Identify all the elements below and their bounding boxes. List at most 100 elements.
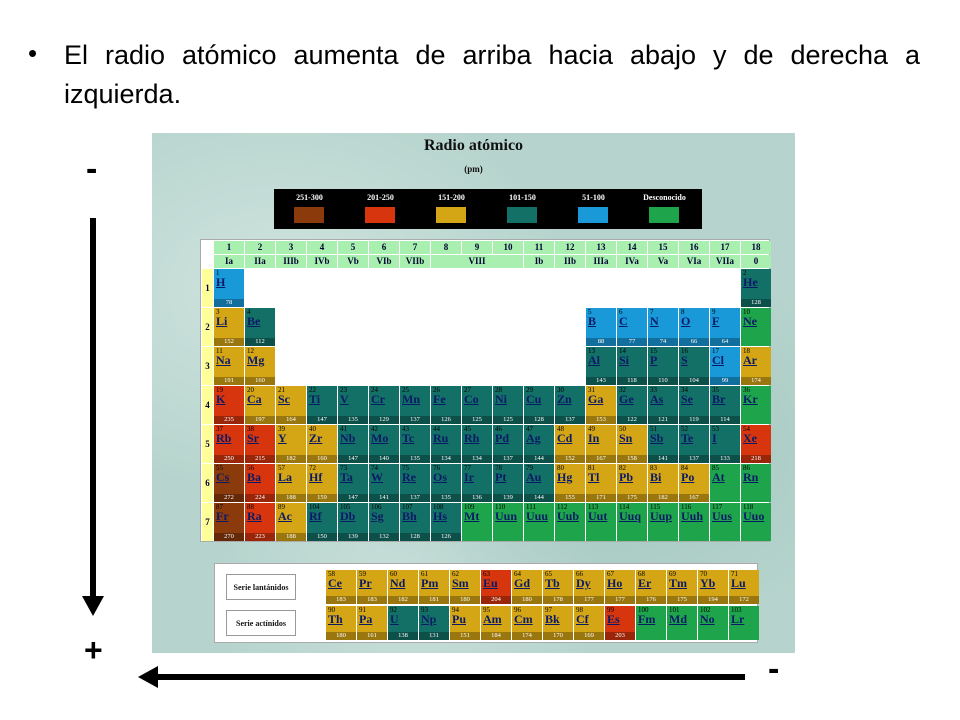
- atomic-radius-value: 139: [493, 494, 523, 502]
- atomic-number: 2: [743, 269, 747, 277]
- element-cell-tl: 81 Tl 171: [586, 464, 616, 502]
- element-cell-rb: 37 Rb 250: [214, 425, 244, 463]
- element-symbol: Tl: [588, 470, 600, 484]
- element-symbol: Pd: [495, 431, 510, 445]
- element-symbol: Pr: [359, 576, 372, 590]
- atomic-radius-value: 171: [586, 494, 616, 502]
- element-cell-zn: 30 Zn 137: [555, 386, 585, 424]
- atomic-radius-value: 155: [555, 494, 585, 502]
- group-roman-header: Ib: [524, 255, 554, 268]
- atomic-number: 85: [712, 464, 719, 472]
- element-cell-pm: 61 Pm 181: [419, 570, 449, 604]
- element-symbol: La: [278, 470, 293, 484]
- atomic-number: 38: [247, 425, 254, 433]
- legend-item: 201-250: [345, 189, 416, 229]
- element-symbol: Cr: [371, 392, 385, 406]
- element-cell-be: 4 Be 112: [245, 308, 275, 346]
- element-cell-dy: 66 Dy 177: [574, 570, 604, 604]
- atomic-number: 67: [607, 570, 614, 578]
- atomic-number: 36: [743, 386, 750, 394]
- element-symbol: Er: [638, 576, 652, 590]
- atomic-number: 94: [452, 606, 459, 614]
- element-cell-rh: 45 Rh 134: [462, 425, 492, 463]
- atomic-radius-value: 141: [369, 494, 399, 502]
- atomic-number: 71: [731, 570, 738, 578]
- atomic-number: 102: [700, 606, 711, 614]
- group-number-header: 7: [400, 241, 430, 254]
- atomic-number: 75: [402, 464, 409, 472]
- element-symbol: Mn: [402, 392, 420, 406]
- atomic-number: 76: [433, 464, 440, 472]
- element-symbol: Ti: [309, 392, 321, 406]
- element-symbol: Ta: [340, 470, 353, 484]
- element-cell-br: 35 Br 114: [710, 386, 740, 424]
- atomic-number: 6: [619, 308, 623, 316]
- periodic-table-grid: 1 2 3 4 5 6 7 8 9 10 11 12 13 14 15 16 17 18 Ia IIa IIIb IVb V…: [200, 239, 771, 542]
- element-symbol: Re: [402, 470, 416, 484]
- atomic-number: 79: [526, 464, 533, 472]
- element-symbol: Eu: [483, 576, 498, 590]
- atomic-number: 9: [712, 308, 716, 316]
- atomic-radius-value: 137: [679, 455, 709, 463]
- element-symbol: Dy: [576, 576, 591, 590]
- element-symbol: Li: [216, 314, 228, 328]
- group-number-header: 18: [741, 241, 771, 254]
- atomic-number: 65: [545, 570, 552, 578]
- atomic-number: 82: [619, 464, 626, 472]
- element-symbol: Sm: [452, 576, 469, 590]
- atomic-radius-value: 167: [586, 455, 616, 463]
- element-cell-sg: 106 Sg 132: [369, 503, 399, 541]
- atomic-radius-value: 161: [357, 632, 387, 640]
- atomic-radius-value: 143: [586, 377, 616, 385]
- group-number-header: 6: [369, 241, 399, 254]
- legend-label: 251-300: [296, 193, 323, 202]
- element-cell-sm: 62 Sm 180: [450, 570, 480, 604]
- series-label-lanthanides: Serie lantánidos: [226, 574, 296, 600]
- element-cell-cl: 17 Cl 99: [710, 347, 740, 385]
- atomic-number: 12: [247, 347, 254, 355]
- legend-label: Desconocido: [643, 193, 686, 202]
- element-cell-kr: 36 Kr: [741, 386, 771, 424]
- group-number-header: 10: [493, 241, 523, 254]
- group-roman-header: Va: [648, 255, 678, 268]
- element-symbol: Mg: [247, 353, 265, 367]
- element-cell-as: 33 As 121: [648, 386, 678, 424]
- atomic-number: 100: [638, 606, 649, 614]
- element-cell-th: 90 Th 180: [326, 606, 356, 640]
- atomic-number: 70: [700, 570, 707, 578]
- element-cell-sr: 38 Sr 215: [245, 425, 275, 463]
- group-roman-header: IIb: [555, 255, 585, 268]
- atomic-number: 25: [402, 386, 409, 394]
- atomic-radius-value: 125: [493, 416, 523, 424]
- atomic-radius-value: 164: [276, 416, 306, 424]
- atomic-number: 13: [588, 347, 595, 355]
- atomic-radius-value: 133: [710, 455, 740, 463]
- atomic-radius-value: 180: [450, 596, 480, 604]
- legend-label: 101-150: [509, 193, 536, 202]
- element-cell-fe: 26 Fe 126: [431, 386, 461, 424]
- atomic-number: 110: [495, 503, 506, 511]
- atomic-radius-value: 158: [617, 455, 647, 463]
- series-label-actinides: Serie actínidos: [226, 610, 296, 636]
- element-cell-po: 84 Po 167: [679, 464, 709, 502]
- top-minus-marker: -: [86, 150, 98, 188]
- period-label: 2: [202, 308, 213, 346]
- atomic-radius-value: 182: [276, 455, 306, 463]
- atomic-number: 42: [371, 425, 378, 433]
- atomic-radius-value: 175: [617, 494, 647, 502]
- atomic-radius-value: 223: [245, 533, 275, 541]
- element-cell-mg: 12 Mg 160: [245, 347, 275, 385]
- element-cell-cu: 29 Cu 128: [524, 386, 554, 424]
- atomic-number: 1: [216, 269, 220, 277]
- element-symbol: Uuq: [619, 509, 642, 523]
- atomic-radius-value: 178: [543, 596, 573, 604]
- legend-label: 51-100: [582, 193, 605, 202]
- atomic-number: 19: [216, 386, 223, 394]
- atomic-number: 63: [483, 570, 490, 578]
- element-cell-uuu: 111 Uuu: [524, 503, 554, 541]
- element-cell-zr: 40 Zr 160: [307, 425, 337, 463]
- period-label: 4: [202, 386, 213, 424]
- element-symbol: S: [681, 353, 688, 367]
- atomic-radius-value: 177: [605, 596, 635, 604]
- atomic-number: 39: [278, 425, 285, 433]
